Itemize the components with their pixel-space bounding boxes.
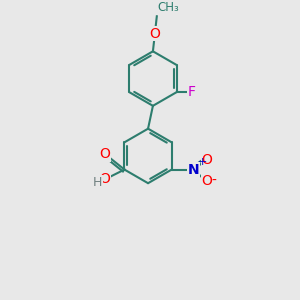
Text: N: N [187,163,199,177]
Text: CH₃: CH₃ [158,1,179,14]
Text: O: O [100,147,110,161]
Text: O: O [149,27,160,41]
Text: -: - [212,174,216,188]
Text: O: O [201,153,212,167]
Text: O: O [100,172,110,186]
Text: O: O [201,174,212,188]
Text: +: + [198,157,207,167]
Text: F: F [188,85,196,99]
Text: H: H [92,176,102,189]
